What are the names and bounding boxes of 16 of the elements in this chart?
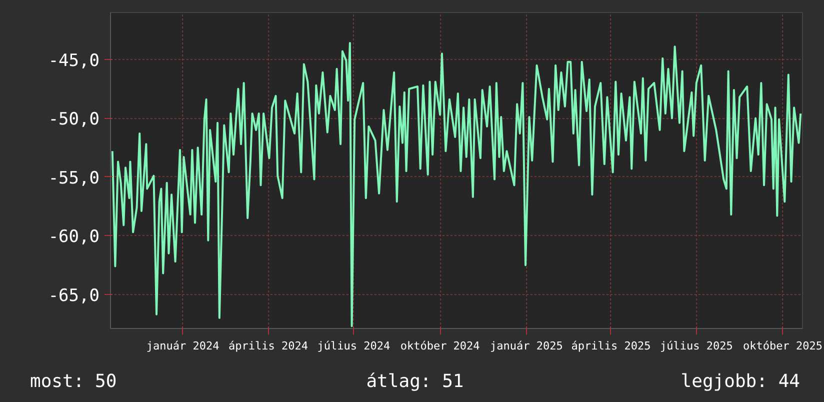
x-tick-label: október 2025 bbox=[743, 340, 823, 352]
x-tick-label: július 2024 bbox=[317, 340, 390, 352]
x-tick-label: október 2024 bbox=[400, 340, 480, 352]
text: most: 50 bbox=[30, 370, 117, 394]
y-tick-label: -50,0 bbox=[48, 110, 100, 130]
x-tick-label: január 2024 bbox=[146, 340, 220, 352]
x-tick-label: január 2025 bbox=[490, 340, 563, 352]
text: átlag: 51 bbox=[366, 370, 464, 394]
x-tick-label: április 2025 bbox=[571, 340, 651, 352]
y-tick-label: -45,0 bbox=[48, 50, 100, 71]
text: legjobb: 44 bbox=[680, 370, 800, 394]
y-tick-label: -60,0 bbox=[48, 227, 100, 248]
y-tick-label: -65,0 bbox=[48, 286, 100, 306]
x-tick-label: július 2025 bbox=[660, 340, 733, 352]
x-tick-label: április 2024 bbox=[228, 340, 308, 352]
y-tick-label: -55,0 bbox=[48, 168, 100, 188]
